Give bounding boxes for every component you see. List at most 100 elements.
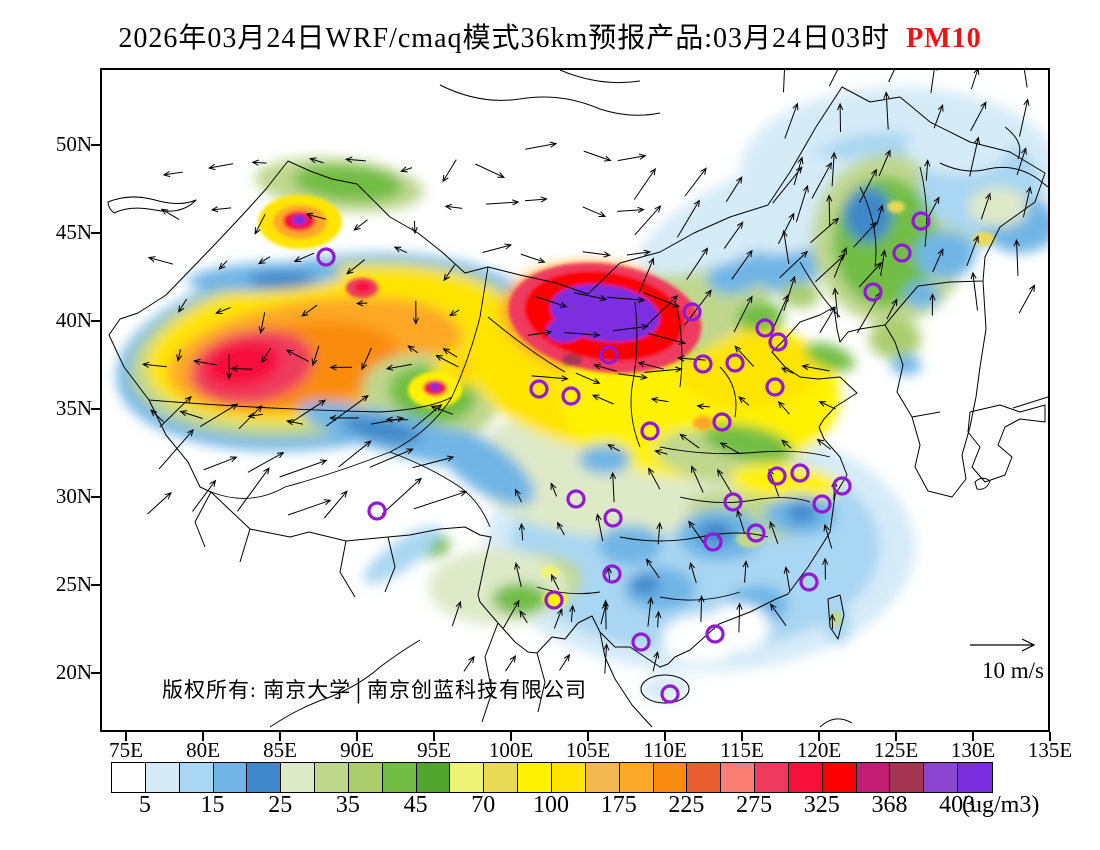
city-marker xyxy=(767,466,787,486)
city-marker xyxy=(832,476,852,496)
lon-tick xyxy=(818,732,820,741)
contour-blob xyxy=(904,282,940,308)
wind-arrow xyxy=(381,477,423,515)
wind-arrow xyxy=(451,600,462,627)
contour-blob xyxy=(363,526,441,584)
contour-blob xyxy=(248,271,316,289)
wind-arrow xyxy=(837,102,844,133)
wind-arrow xyxy=(613,323,649,332)
wind-arrow xyxy=(924,159,931,181)
wind-arrow xyxy=(550,482,558,497)
wind-arrow xyxy=(783,566,791,591)
wind-arrow xyxy=(643,292,680,308)
wind-arrow xyxy=(833,246,847,278)
wind-arrow xyxy=(603,642,610,674)
colorbar-unit: (ug/m3) xyxy=(962,792,1040,818)
city-marker xyxy=(703,532,723,552)
wind-arrow xyxy=(505,654,517,672)
colorbar-value: 368 xyxy=(871,792,908,818)
wind-arrow xyxy=(251,159,267,166)
colorbar-segment xyxy=(382,763,417,792)
wind-arrow xyxy=(654,449,668,456)
title-pollutant: PM10 xyxy=(906,23,982,54)
wind-arrow xyxy=(970,271,978,311)
wind-arrow xyxy=(329,364,353,371)
city-marker xyxy=(682,302,702,322)
colorbar-value: 275 xyxy=(736,792,773,818)
wind-arrow xyxy=(684,167,707,197)
wind-arrow xyxy=(412,455,455,469)
colorbar-segment xyxy=(145,763,180,792)
lon-label-135E: 135E xyxy=(1027,738,1073,762)
wind-arrow xyxy=(525,141,558,150)
wind-arrow xyxy=(679,433,700,449)
contour-blob xyxy=(869,319,921,359)
wind-arrow xyxy=(556,521,565,536)
lon-label-110E: 110E xyxy=(643,738,687,762)
wind-arrow xyxy=(289,399,327,424)
wind-arrow xyxy=(178,298,188,313)
wind-arrow xyxy=(393,246,408,254)
wind-arrow xyxy=(323,490,348,519)
wind-arrow xyxy=(257,256,271,265)
wind-arrow xyxy=(980,192,991,220)
contour-blob xyxy=(906,119,1010,175)
copyright-text: 版权所有: 南京大学│南京创蓝科技有限公司 xyxy=(162,678,587,702)
wind-arrow xyxy=(696,403,710,410)
wind-arrow xyxy=(780,367,794,374)
contour-blob xyxy=(730,463,840,501)
contour-blob xyxy=(492,583,548,615)
wind-arrow xyxy=(328,414,359,422)
city-marker xyxy=(602,564,622,584)
city-marker xyxy=(746,523,766,543)
wind-scale-arrow xyxy=(970,638,1036,652)
city-marker xyxy=(603,508,623,528)
wind-arrow xyxy=(361,347,372,371)
wind-arrow xyxy=(650,396,669,404)
wind-arrow xyxy=(819,306,836,333)
wind-arrow xyxy=(783,275,796,312)
lon-label-100E: 100E xyxy=(488,738,534,762)
wind-arrows xyxy=(141,70,1036,674)
wind-arrow xyxy=(928,196,940,218)
lon-label-90E: 90E xyxy=(340,738,374,762)
wind-arrow xyxy=(582,251,612,258)
wind-arrow xyxy=(688,520,705,543)
wind-arrow xyxy=(795,184,809,223)
wind-arrow xyxy=(254,214,266,235)
colorbar-value: 35 xyxy=(335,792,360,818)
colorbar-segment xyxy=(484,763,519,792)
colorbar-segment xyxy=(788,763,823,792)
city-marker xyxy=(725,353,745,373)
colorbar-segment xyxy=(112,763,146,792)
colorbar-segment xyxy=(958,763,992,792)
wind-arrow xyxy=(413,490,468,510)
wind-arrow xyxy=(811,161,832,199)
wind-arrow xyxy=(617,153,647,162)
lat-label-40N: 40N xyxy=(55,308,92,332)
wind-arrow xyxy=(287,499,332,516)
contour-blob xyxy=(693,416,713,430)
wind-arrow xyxy=(514,488,523,503)
wind-arrow xyxy=(772,294,789,330)
colorbar-segment xyxy=(315,763,349,792)
wind-arrow xyxy=(385,363,412,371)
wind-arrow xyxy=(346,259,366,275)
wind-arrow xyxy=(888,70,895,83)
wind-arrow xyxy=(738,396,750,406)
colorbar-value: 403 xyxy=(939,792,976,818)
wind-arrow xyxy=(463,655,475,672)
lon-tick xyxy=(510,732,512,741)
wind-scale-label: 10 m/s xyxy=(982,658,1044,683)
wind-arrow xyxy=(644,366,683,373)
wind-arrow xyxy=(371,416,405,425)
city-marker xyxy=(799,572,819,592)
lon-label-125E: 125E xyxy=(873,738,919,762)
colorbar-value: 225 xyxy=(668,792,705,818)
wind-arrow xyxy=(147,491,172,515)
lat-tick xyxy=(91,496,100,498)
city-marker xyxy=(660,684,680,704)
contour-blob xyxy=(915,231,975,279)
china-border xyxy=(108,86,1046,668)
wind-arrow xyxy=(655,610,662,628)
